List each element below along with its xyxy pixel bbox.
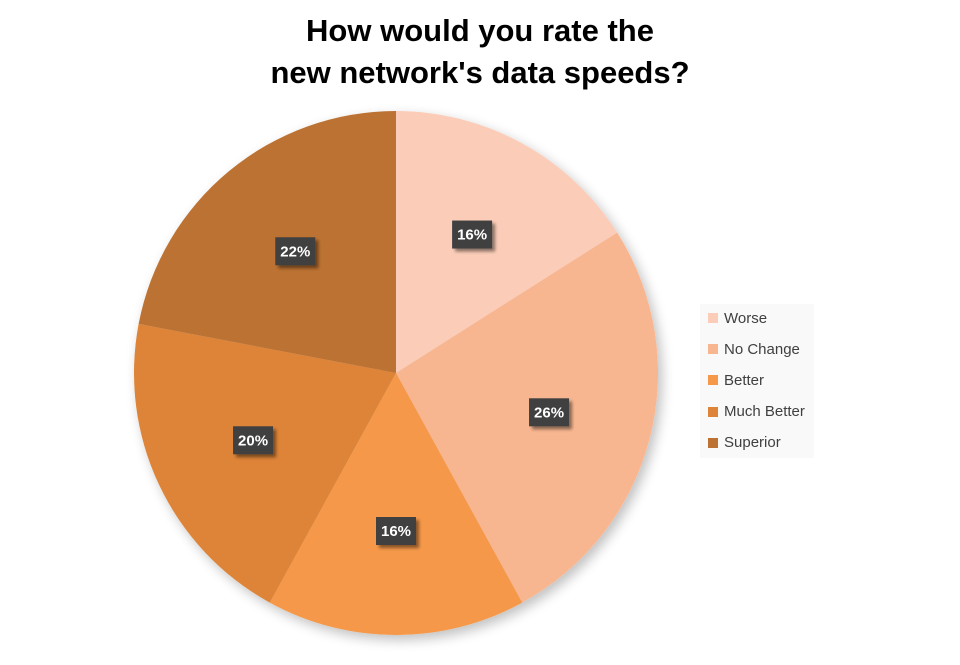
pie-slice-much-better <box>134 323 396 603</box>
legend-item-worse: Worse <box>708 308 767 328</box>
pie-slice-better <box>269 373 523 635</box>
data-label-superior: 22% <box>275 237 316 266</box>
legend-label: Superior <box>724 434 781 452</box>
data-label-much-better: 20% <box>233 426 274 455</box>
legend-item-no-change: No Change <box>708 339 800 359</box>
data-label-box <box>529 398 570 427</box>
pie-slice-worse <box>396 111 618 373</box>
pie-slice-no-change <box>396 232 658 603</box>
data-label-text: 22% <box>280 243 310 260</box>
data-label-text: 26% <box>534 404 564 421</box>
legend-swatch <box>708 344 718 355</box>
data-label-box <box>376 517 416 545</box>
legend-item-much-better: Much Better <box>708 402 805 422</box>
data-label-box <box>275 237 316 266</box>
legend-swatch <box>708 375 718 386</box>
data-label-box <box>233 426 274 455</box>
pie-data-labels: 16% 26% 16% 20% 22% <box>233 220 570 545</box>
data-label-text: 20% <box>238 432 268 449</box>
data-label-text: 16% <box>381 523 411 540</box>
legend-label: No Change <box>724 340 800 358</box>
data-label-better: 16% <box>376 517 416 545</box>
pie-slices <box>134 111 658 635</box>
legend: Worse No Change Better Much Better Superior <box>700 304 814 458</box>
data-label-text: 16% <box>457 227 487 244</box>
legend-label: Worse <box>724 309 768 327</box>
legend-swatch <box>708 437 718 448</box>
pie-slice-superior <box>138 111 396 373</box>
legend-item-superior: Superior <box>708 433 781 453</box>
legend-swatch <box>708 313 718 323</box>
legend-label: Much Better <box>724 403 805 421</box>
chart-title: How would you rate the new network's dat… <box>0 10 960 94</box>
chart-title-line-1: How would you rate the <box>306 13 654 48</box>
data-label-box <box>452 220 493 249</box>
legend-swatch <box>708 406 718 417</box>
legend-item-better: Better <box>708 370 764 390</box>
data-label-worse: 16% <box>452 220 493 249</box>
data-label-no-change: 26% <box>529 398 570 427</box>
legend-label: Better <box>724 371 765 389</box>
chart-title-line-2: new network's data speeds? <box>270 55 690 90</box>
